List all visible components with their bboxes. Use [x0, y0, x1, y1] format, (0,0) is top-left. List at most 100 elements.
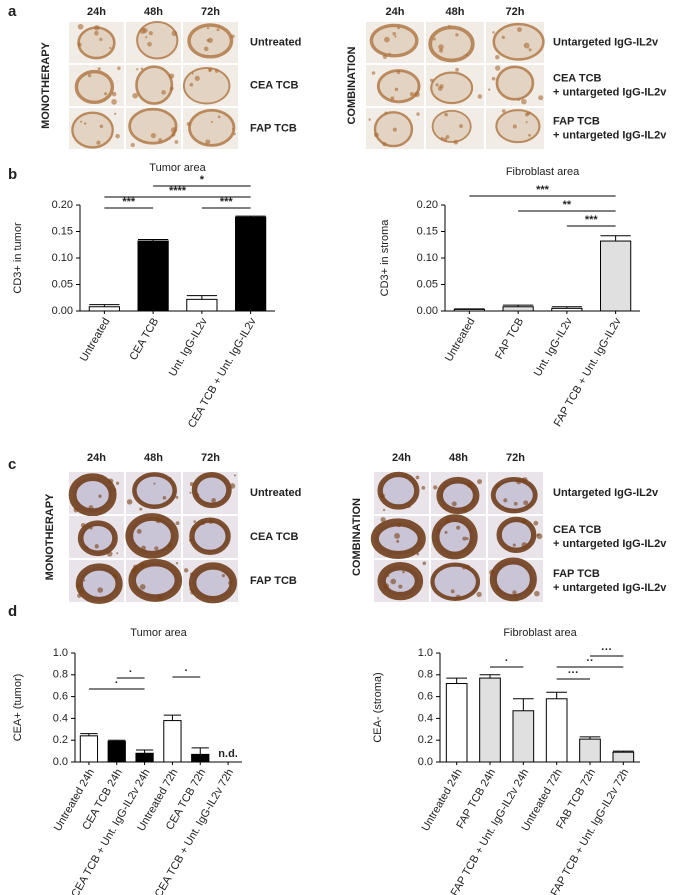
- y-tick-label: 1.0: [418, 647, 433, 659]
- stain: [168, 477, 172, 480]
- significance-label: ***: [220, 196, 234, 208]
- stain: [109, 46, 112, 50]
- stain: [465, 53, 468, 56]
- panel-letter: a: [8, 3, 17, 20]
- stain: [501, 109, 506, 113]
- stain: [83, 579, 86, 582]
- tissue: [376, 69, 421, 104]
- stain: [512, 124, 517, 129]
- y-tick-label: 0.05: [52, 278, 73, 290]
- tissue: [377, 471, 420, 510]
- stain: [126, 499, 133, 505]
- stain: [396, 70, 401, 75]
- tissue: [188, 562, 237, 604]
- significance-label: ···: [601, 644, 612, 656]
- stain: [142, 27, 148, 33]
- y-tick-label: 0.4: [418, 712, 433, 724]
- significance-label: ·: [129, 666, 133, 678]
- stain: [416, 112, 420, 116]
- stain: [517, 98, 520, 102]
- stain: [189, 588, 192, 591]
- y-tick-label: 0.0: [418, 756, 433, 768]
- tissue: [431, 514, 478, 560]
- stain: [183, 568, 189, 573]
- stain: [374, 132, 379, 138]
- stain: [394, 35, 397, 38]
- stain: [438, 44, 444, 50]
- stain: [390, 96, 395, 101]
- stain: [512, 590, 517, 595]
- y-axis-label: CEA- (stroma): [372, 672, 384, 742]
- stain: [194, 75, 200, 81]
- stain: [104, 92, 108, 96]
- significance-label: ···: [568, 667, 579, 679]
- stain: [529, 589, 532, 593]
- panel-letter: c: [8, 456, 16, 473]
- stain: [167, 543, 173, 549]
- stain: [501, 35, 505, 39]
- y-axis-label: CEA+ (tumor): [12, 674, 24, 742]
- bar: [186, 298, 218, 312]
- stain: [437, 86, 443, 91]
- row-label: FAP TCB: [250, 575, 297, 587]
- x-tick-label: Unt. IgG-IL2v: [532, 316, 575, 379]
- significance-label: **: [563, 199, 572, 211]
- stain: [158, 138, 163, 142]
- stain: [459, 124, 463, 129]
- stain: [445, 518, 451, 524]
- row-label: FAP TCB: [553, 115, 600, 127]
- stain: [77, 23, 84, 30]
- stain: [191, 72, 194, 75]
- y-tick-label: 0.6: [53, 691, 68, 703]
- stain: [77, 593, 82, 598]
- stain: [157, 595, 164, 602]
- stain: [448, 24, 451, 28]
- stain: [193, 520, 196, 523]
- stain: [108, 478, 114, 484]
- stain: [139, 584, 146, 590]
- stain: [523, 500, 529, 506]
- tissue: [377, 561, 424, 601]
- stain: [189, 491, 192, 494]
- stain: [407, 505, 411, 508]
- stain: [382, 54, 388, 59]
- stain: [112, 573, 118, 579]
- stain: [168, 73, 175, 79]
- tissue: [496, 516, 537, 553]
- stain: [456, 525, 461, 530]
- row-label: Untreated: [250, 487, 301, 499]
- stain: [536, 533, 543, 540]
- stain: [471, 498, 475, 502]
- row-label: + untargeted IgG-IL2v: [553, 582, 667, 594]
- stain: [208, 68, 212, 72]
- stain: [233, 474, 236, 477]
- stain: [465, 564, 471, 570]
- row-label: CEA TCB: [553, 524, 602, 536]
- y-tick-label: 0.0: [53, 756, 68, 768]
- stain: [453, 139, 459, 145]
- y-tick-label: 0.00: [52, 305, 73, 317]
- stain: [116, 552, 119, 555]
- stain: [445, 134, 450, 139]
- stain: [75, 583, 81, 589]
- stain: [205, 139, 211, 145]
- bar: [445, 683, 468, 763]
- column-header: 72h: [201, 6, 220, 18]
- stain: [175, 521, 180, 526]
- stain: [517, 27, 522, 33]
- bar: [600, 240, 632, 312]
- stain: [130, 142, 135, 148]
- stain: [444, 112, 448, 117]
- tissue: [71, 111, 114, 149]
- y-tick-label: 0.8: [53, 669, 68, 681]
- stain: [97, 587, 104, 593]
- y-tick-label: 0.6: [418, 691, 433, 703]
- stain: [190, 590, 195, 595]
- stain: [114, 112, 117, 116]
- stain: [528, 133, 531, 137]
- y-tick-label: 0.00: [417, 305, 438, 317]
- stain: [161, 90, 166, 95]
- significance-label: ··: [586, 655, 593, 667]
- column-header: 72h: [506, 452, 525, 464]
- bar: [163, 720, 182, 763]
